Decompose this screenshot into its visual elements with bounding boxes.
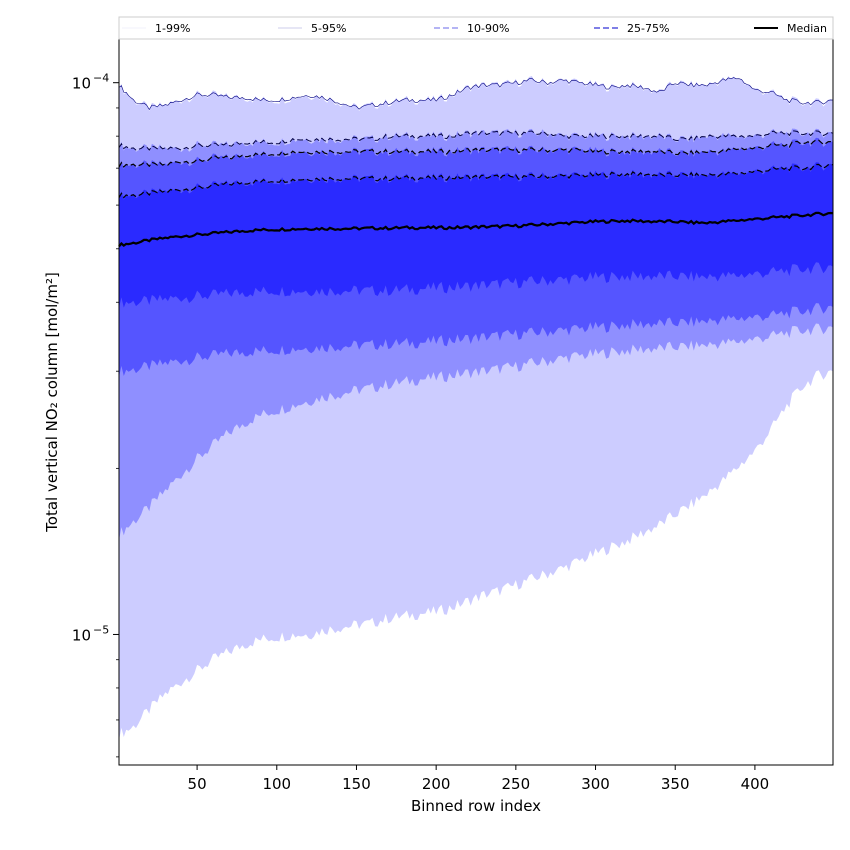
band-25-75pct	[119, 162, 833, 309]
x-tick-label: 100	[262, 775, 291, 793]
x-tick-label: 50	[188, 775, 207, 793]
legend-label: Median	[787, 22, 827, 35]
x-axis-ticks: 50 100 150 200 250 300 350 400	[188, 765, 770, 793]
edge-line-25-75pct-upper	[118, 163, 834, 199]
x-tick-label: 150	[342, 775, 371, 793]
y-tick-exponent: −4	[93, 72, 109, 85]
median-line	[118, 211, 834, 248]
edge-line-10-90pct-upper	[118, 139, 834, 168]
y-axis-label: Total vertical NO₂ column [mol/m²]	[43, 272, 61, 533]
legend-label: 1-99%	[155, 22, 190, 35]
y-tick-label: 10	[72, 75, 91, 93]
legend-box	[118, 16, 834, 40]
x-axis-label: Binned row index	[411, 797, 541, 815]
x-tick-label: 250	[502, 775, 531, 793]
legend-label: 5-95%	[311, 22, 346, 35]
x-tick-label: 400	[741, 775, 770, 793]
median-series	[118, 211, 834, 248]
x-tick-label: 350	[661, 775, 690, 793]
legend: 1-99% 5-95% 10-90% 25-75% Median	[118, 16, 834, 40]
y-axis-ticks: 10−510−4	[72, 72, 119, 758]
legend-label: 25-75%	[627, 22, 669, 35]
percentile-bands	[119, 76, 833, 741]
y-tick-exponent: −5	[93, 623, 109, 636]
edge-line-1-99pct-upper	[118, 77, 834, 111]
y-tick-label: 10	[72, 626, 91, 644]
edge-line-5-95pct-upper	[118, 130, 834, 151]
x-tick-label: 200	[422, 775, 451, 793]
percentile-edge-lines	[118, 77, 834, 199]
legend-label: 10-90%	[467, 22, 509, 35]
x-tick-label: 300	[581, 775, 610, 793]
